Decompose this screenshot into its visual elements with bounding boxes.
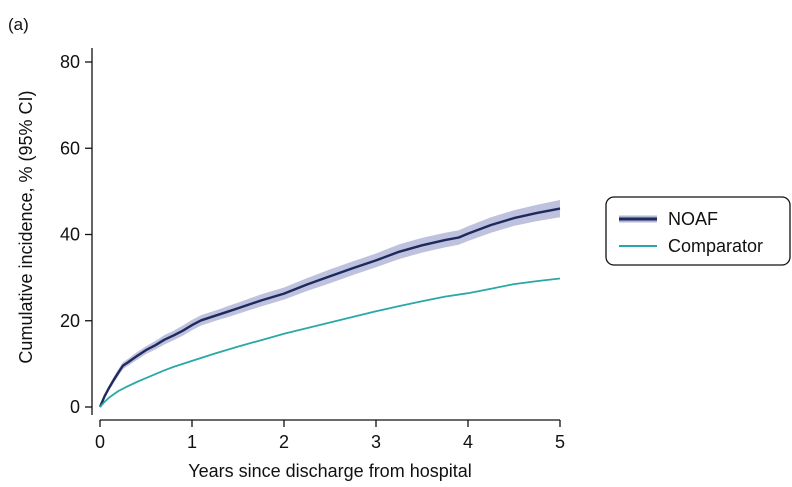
legend: NOAF Comparator [605, 196, 791, 266]
legend-label-comparator: Comparator [668, 236, 763, 256]
x-axis-label: Years since discharge from hospital [188, 461, 471, 481]
axes [91, 48, 560, 421]
y-tick-label: 60 [60, 138, 80, 158]
x-tick-label: 2 [279, 432, 289, 452]
x-tick-label: 1 [187, 432, 197, 452]
legend-box [605, 196, 791, 266]
series-line-comparator [99, 277, 561, 408]
y-tick-label: 0 [70, 397, 80, 417]
plot-area [98, 200, 561, 408]
x-tick-label: 4 [463, 432, 473, 452]
series-line-noaf [98, 207, 561, 408]
panel-label: (a) [8, 15, 29, 34]
y-tick-label: 80 [60, 52, 80, 72]
x-tick-label: 5 [555, 432, 565, 452]
ci-band-noaf [100, 200, 560, 407]
x-ticks: 0 1 2 3 4 5 [95, 420, 565, 452]
y-axis-label: Cumulative incidence, % (95% CI) [16, 90, 36, 363]
y-tick-label: 40 [60, 225, 80, 245]
legend-label-noaf: NOAF [668, 209, 718, 229]
x-tick-label: 0 [95, 432, 105, 452]
y-ticks: 0 20 40 60 80 [60, 52, 92, 417]
y-tick-label: 20 [60, 311, 80, 331]
x-tick-label: 3 [371, 432, 381, 452]
